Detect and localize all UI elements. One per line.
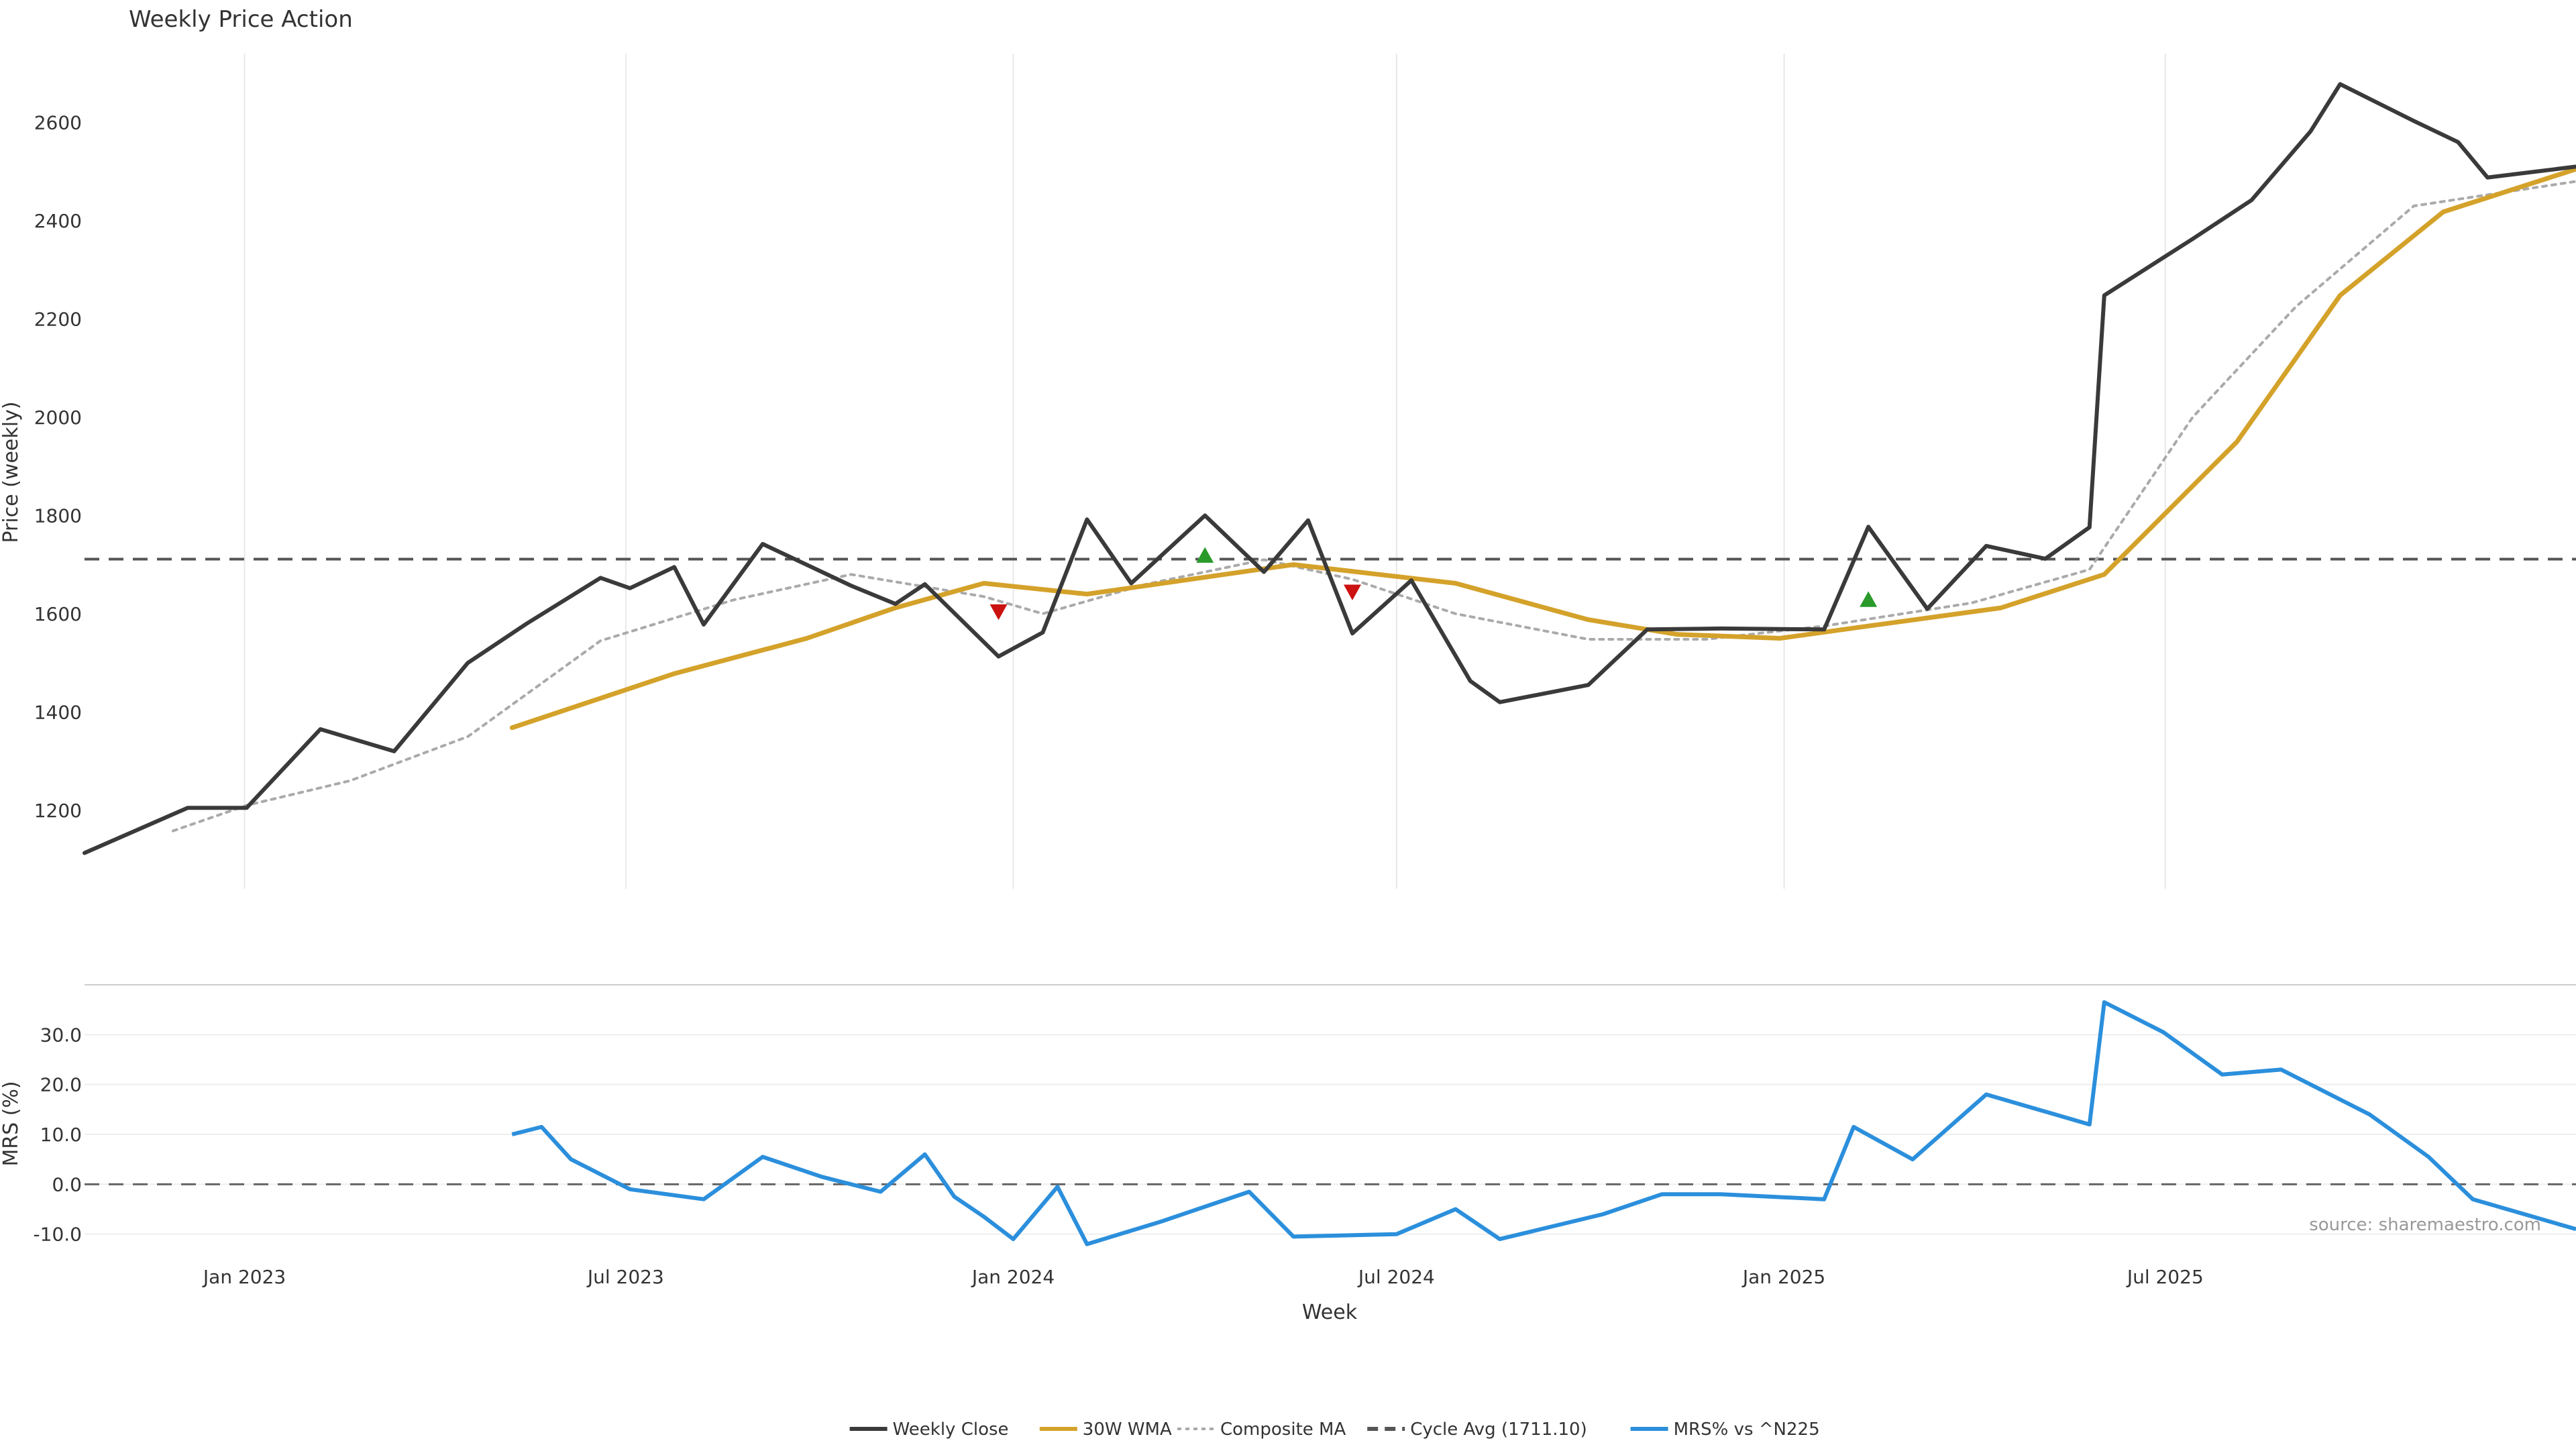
- x-tick-label: Jan 2024: [971, 1266, 1055, 1288]
- price-axis-label: Price (weekly): [0, 401, 23, 543]
- mrs-axis-label: MRS (%): [0, 1081, 23, 1166]
- price-y-tick-label: 1400: [34, 701, 82, 723]
- mrs-y-tick-label: 20.0: [40, 1074, 82, 1096]
- buy-signal-marker: [1860, 591, 1878, 607]
- legend: Weekly Close 30W WMA Composite MA Cycle Avg…: [849, 1419, 1820, 1440]
- x-tick-label: Jul 2025: [2126, 1266, 2204, 1288]
- sell-signal-marker: [1343, 584, 1361, 600]
- price-y-tick-label: 1200: [34, 800, 82, 822]
- price-y-tick-label: 1800: [34, 504, 82, 527]
- mrs-y-tick-label: 0.0: [52, 1173, 82, 1195]
- legend-label: Composite MA: [1220, 1419, 1346, 1440]
- source-text: source: sharemaestro.com: [2309, 1215, 2541, 1235]
- price-y-tick-label: 2200: [34, 308, 82, 330]
- price-y-tick-label: 1600: [34, 603, 82, 625]
- legend-label: Cycle Avg (1711.10): [1410, 1419, 1587, 1440]
- weekly-close-line: [83, 82, 2576, 855]
- legend-label: Weekly Close: [893, 1419, 1009, 1440]
- x-axis-label: Week: [1302, 1301, 1358, 1324]
- mrs-y-tick-label: 30.0: [40, 1024, 82, 1046]
- x-tick-label: Jan 2023: [202, 1266, 286, 1288]
- buy-signal-marker: [1196, 547, 1214, 563]
- 30w-wma-line: [509, 166, 2576, 731]
- price-y-tick-label: 2000: [34, 407, 82, 429]
- price-y-tick-label: 2600: [34, 112, 82, 134]
- legend-label: 30W WMA: [1083, 1419, 1172, 1440]
- x-tick-label: Jul 2024: [1357, 1266, 1435, 1288]
- composite-ma-line: [171, 180, 2576, 833]
- price-y-tick-label: 2400: [34, 210, 82, 232]
- mrs-y-tick-label: 10.0: [40, 1124, 82, 1146]
- mrs-line: [511, 1000, 2576, 1246]
- x-tick-label: Jan 2025: [1741, 1266, 1825, 1288]
- mrs-y-tick-label: -10.0: [34, 1224, 82, 1246]
- sell-signal-marker: [989, 604, 1008, 621]
- legend-label: MRS% vs ^N225: [1674, 1419, 1820, 1440]
- chart-title: Weekly Price Action: [129, 6, 353, 33]
- x-tick-label: Jul 2023: [586, 1266, 664, 1288]
